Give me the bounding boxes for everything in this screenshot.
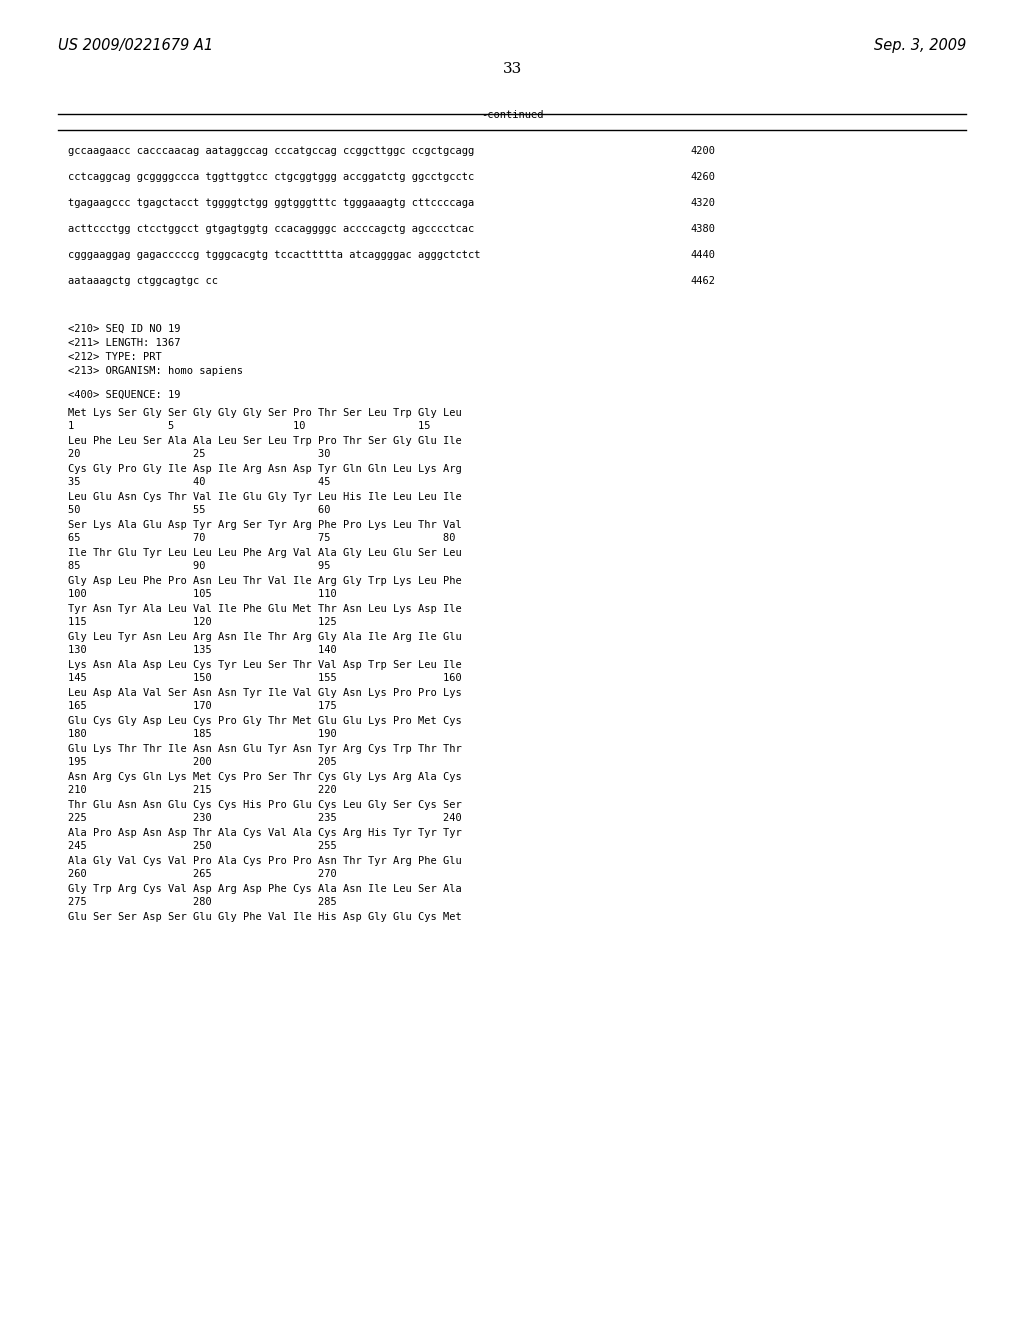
Text: Ala Gly Val Cys Val Pro Ala Cys Pro Pro Asn Thr Tyr Arg Phe Glu: Ala Gly Val Cys Val Pro Ala Cys Pro Pro …: [68, 855, 462, 866]
Text: <213> ORGANISM: homo sapiens: <213> ORGANISM: homo sapiens: [68, 366, 243, 376]
Text: 4260: 4260: [690, 172, 715, 182]
Text: 4440: 4440: [690, 249, 715, 260]
Text: 225                 230                 235                 240: 225 230 235 240: [68, 813, 462, 822]
Text: US 2009/0221679 A1: US 2009/0221679 A1: [58, 38, 213, 53]
Text: Ala Pro Asp Asn Asp Thr Ala Cys Val Ala Cys Arg His Tyr Tyr Tyr: Ala Pro Asp Asn Asp Thr Ala Cys Val Ala …: [68, 828, 462, 838]
Text: Gly Trp Arg Cys Val Asp Arg Asp Phe Cys Ala Asn Ile Leu Ser Ala: Gly Trp Arg Cys Val Asp Arg Asp Phe Cys …: [68, 884, 462, 894]
Text: 180                 185                 190: 180 185 190: [68, 729, 337, 739]
Text: acttccctgg ctcctggcct gtgagtggtg ccacaggggc accccagctg agcccctcac: acttccctgg ctcctggcct gtgagtggtg ccacagg…: [68, 224, 474, 234]
Text: Glu Lys Thr Thr Ile Asn Asn Glu Tyr Asn Tyr Arg Cys Trp Thr Thr: Glu Lys Thr Thr Ile Asn Asn Glu Tyr Asn …: [68, 744, 462, 754]
Text: 195                 200                 205: 195 200 205: [68, 756, 337, 767]
Text: Thr Glu Asn Asn Glu Cys Cys His Pro Glu Cys Leu Gly Ser Cys Ser: Thr Glu Asn Asn Glu Cys Cys His Pro Glu …: [68, 800, 462, 810]
Text: 145                 150                 155                 160: 145 150 155 160: [68, 673, 462, 682]
Text: 65                  70                  75                  80: 65 70 75 80: [68, 533, 456, 543]
Text: aataaagctg ctggcagtgc cc: aataaagctg ctggcagtgc cc: [68, 276, 218, 286]
Text: 4320: 4320: [690, 198, 715, 209]
Text: 4200: 4200: [690, 147, 715, 156]
Text: 85                  90                  95: 85 90 95: [68, 561, 331, 572]
Text: Leu Asp Ala Val Ser Asn Asn Tyr Ile Val Gly Asn Lys Pro Pro Lys: Leu Asp Ala Val Ser Asn Asn Tyr Ile Val …: [68, 688, 462, 698]
Text: 20                  25                  30: 20 25 30: [68, 449, 331, 459]
Text: cctcaggcag gcggggccca tggttggtcc ctgcggtggg accggatctg ggcctgcctc: cctcaggcag gcggggccca tggttggtcc ctgcggt…: [68, 172, 474, 182]
Text: cgggaaggag gagacccccg tgggcacgtg tccacttttta atcaggggac agggctctct: cgggaaggag gagacccccg tgggcacgtg tccactt…: [68, 249, 480, 260]
Text: Tyr Asn Tyr Ala Leu Val Ile Phe Glu Met Thr Asn Leu Lys Asp Ile: Tyr Asn Tyr Ala Leu Val Ile Phe Glu Met …: [68, 605, 462, 614]
Text: Glu Ser Ser Asp Ser Glu Gly Phe Val Ile His Asp Gly Glu Cys Met: Glu Ser Ser Asp Ser Glu Gly Phe Val Ile …: [68, 912, 462, 921]
Text: <210> SEQ ID NO 19: <210> SEQ ID NO 19: [68, 323, 180, 334]
Text: Ile Thr Glu Tyr Leu Leu Leu Phe Arg Val Ala Gly Leu Glu Ser Leu: Ile Thr Glu Tyr Leu Leu Leu Phe Arg Val …: [68, 548, 462, 558]
Text: 260                 265                 270: 260 265 270: [68, 869, 337, 879]
Text: 50                  55                  60: 50 55 60: [68, 506, 331, 515]
Text: 4380: 4380: [690, 224, 715, 234]
Text: Gly Asp Leu Phe Pro Asn Leu Thr Val Ile Arg Gly Trp Lys Leu Phe: Gly Asp Leu Phe Pro Asn Leu Thr Val Ile …: [68, 576, 462, 586]
Text: Cys Gly Pro Gly Ile Asp Ile Arg Asn Asp Tyr Gln Gln Leu Lys Arg: Cys Gly Pro Gly Ile Asp Ile Arg Asn Asp …: [68, 465, 462, 474]
Text: tgagaagccc tgagctacct tggggtctgg ggtgggtttc tgggaaagtg cttccccaga: tgagaagccc tgagctacct tggggtctgg ggtgggt…: [68, 198, 474, 209]
Text: Gly Leu Tyr Asn Leu Arg Asn Ile Thr Arg Gly Ala Ile Arg Ile Glu: Gly Leu Tyr Asn Leu Arg Asn Ile Thr Arg …: [68, 632, 462, 642]
Text: 275                 280                 285: 275 280 285: [68, 898, 337, 907]
Text: 130                 135                 140: 130 135 140: [68, 645, 337, 655]
Text: 35                  40                  45: 35 40 45: [68, 477, 331, 487]
Text: 165                 170                 175: 165 170 175: [68, 701, 337, 711]
Text: Sep. 3, 2009: Sep. 3, 2009: [873, 38, 966, 53]
Text: gccaagaacc cacccaacag aataggccag cccatgccag ccggcttggc ccgctgcagg: gccaagaacc cacccaacag aataggccag cccatgc…: [68, 147, 474, 156]
Text: Ser Lys Ala Glu Asp Tyr Arg Ser Tyr Arg Phe Pro Lys Leu Thr Val: Ser Lys Ala Glu Asp Tyr Arg Ser Tyr Arg …: [68, 520, 462, 531]
Text: 1               5                   10                  15: 1 5 10 15: [68, 421, 430, 432]
Text: Asn Arg Cys Gln Lys Met Cys Pro Ser Thr Cys Gly Lys Arg Ala Cys: Asn Arg Cys Gln Lys Met Cys Pro Ser Thr …: [68, 772, 462, 781]
Text: Lys Asn Ala Asp Leu Cys Tyr Leu Ser Thr Val Asp Trp Ser Leu Ile: Lys Asn Ala Asp Leu Cys Tyr Leu Ser Thr …: [68, 660, 462, 671]
Text: <212> TYPE: PRT: <212> TYPE: PRT: [68, 352, 162, 362]
Text: Met Lys Ser Gly Ser Gly Gly Gly Ser Pro Thr Ser Leu Trp Gly Leu: Met Lys Ser Gly Ser Gly Gly Gly Ser Pro …: [68, 408, 462, 418]
Text: <211> LENGTH: 1367: <211> LENGTH: 1367: [68, 338, 180, 348]
Text: Leu Glu Asn Cys Thr Val Ile Glu Gly Tyr Leu His Ile Leu Leu Ile: Leu Glu Asn Cys Thr Val Ile Glu Gly Tyr …: [68, 492, 462, 502]
Text: 115                 120                 125: 115 120 125: [68, 616, 337, 627]
Text: 100                 105                 110: 100 105 110: [68, 589, 337, 599]
Text: 33: 33: [503, 62, 521, 77]
Text: 245                 250                 255: 245 250 255: [68, 841, 337, 851]
Text: Glu Cys Gly Asp Leu Cys Pro Gly Thr Met Glu Glu Lys Pro Met Cys: Glu Cys Gly Asp Leu Cys Pro Gly Thr Met …: [68, 715, 462, 726]
Text: 4462: 4462: [690, 276, 715, 286]
Text: 210                 215                 220: 210 215 220: [68, 785, 337, 795]
Text: -continued: -continued: [480, 110, 544, 120]
Text: <400> SEQUENCE: 19: <400> SEQUENCE: 19: [68, 389, 180, 400]
Text: Leu Phe Leu Ser Ala Ala Leu Ser Leu Trp Pro Thr Ser Gly Glu Ile: Leu Phe Leu Ser Ala Ala Leu Ser Leu Trp …: [68, 436, 462, 446]
